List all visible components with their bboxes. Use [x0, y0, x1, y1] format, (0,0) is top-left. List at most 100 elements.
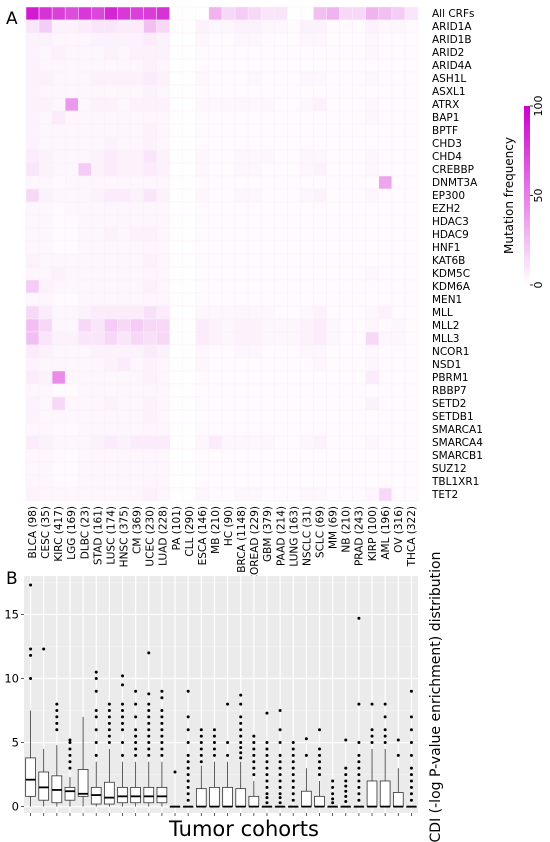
- heatmap-cell: [300, 422, 314, 437]
- outlier-point: [265, 796, 269, 800]
- heatmap-cell: [38, 6, 53, 21]
- heatmap-cell: [143, 474, 157, 489]
- heatmap-cell: [25, 292, 40, 307]
- outlier-point: [160, 709, 164, 713]
- heatmap-cell: [169, 19, 184, 34]
- heatmap-cell: [247, 474, 262, 489]
- heatmap-cell: [339, 409, 353, 424]
- heatmap-cell: [378, 71, 393, 86]
- heatmap-cell: [169, 136, 184, 151]
- outlier-point: [291, 760, 295, 764]
- outlier-point: [107, 741, 111, 745]
- heatmap-cell: [64, 84, 79, 99]
- heatmap-cell: [78, 84, 92, 99]
- heatmap-cell: [247, 396, 262, 411]
- heatmap-cell: [104, 357, 118, 372]
- heatmap-cell: [300, 149, 314, 164]
- outlier-point: [357, 753, 361, 757]
- outlier-point: [239, 715, 243, 719]
- heatmap-cell: [169, 318, 184, 333]
- heatmap-cell: [156, 344, 170, 359]
- heatmap-cell: [274, 357, 288, 372]
- y-tick-label: 10: [4, 671, 19, 685]
- heatmap-cell: [195, 409, 210, 424]
- heatmap-cell: [274, 32, 288, 47]
- outlier-point: [107, 715, 111, 719]
- heatmap-cell: [287, 19, 301, 34]
- heatmap-cell: [130, 123, 144, 138]
- heatmap-cell: [404, 58, 419, 73]
- heatmap-cell: [326, 97, 340, 112]
- heatmap-cell: [404, 45, 419, 60]
- heatmap-cell: [195, 396, 210, 411]
- heatmap-cell: [260, 305, 275, 320]
- outlier-point: [68, 747, 72, 751]
- heatmap-cell: [156, 188, 170, 203]
- heatmap-cell: [104, 162, 118, 177]
- heatmap-cell: [352, 292, 366, 307]
- heatmap-cell: [247, 253, 262, 268]
- heatmap-cell: [156, 383, 170, 398]
- heatmap-cell: [104, 279, 118, 294]
- heatmap-cell: [326, 201, 340, 216]
- heatmap-cell: [104, 214, 118, 229]
- outlier-point: [186, 785, 190, 789]
- heatmap-cell: [117, 461, 131, 476]
- heatmap-cell: [64, 461, 79, 476]
- heatmap-cell: [365, 6, 380, 21]
- heatmap-cell: [169, 383, 184, 398]
- heatmap-cell: [51, 461, 66, 476]
- heatmap-cell: [287, 240, 301, 255]
- heatmap-cell: [130, 201, 144, 216]
- heatmap-row-label: KDM6A: [432, 281, 471, 293]
- heatmap-cell: [64, 305, 79, 320]
- heatmap-cell: [64, 227, 79, 242]
- heatmap-cell: [378, 240, 393, 255]
- outlier-point: [121, 728, 124, 732]
- heatmap-cell: [208, 45, 223, 60]
- heatmap-cell: [378, 188, 393, 203]
- heatmap-cell: [117, 344, 131, 359]
- heatmap-cell: [169, 266, 184, 281]
- heatmap-column-label: CESC (35): [40, 506, 52, 559]
- heatmap-cell: [51, 448, 66, 463]
- heatmap-cell: [51, 201, 66, 216]
- heatmap-cell: [378, 6, 393, 21]
- heatmap-cell: [104, 201, 118, 216]
- heatmap-cell: [260, 344, 275, 359]
- outlier-point: [186, 753, 190, 757]
- heatmap-cell: [378, 97, 393, 112]
- heatmap-cell: [104, 240, 118, 255]
- heatmap-row-label: MEN1: [432, 294, 462, 306]
- heatmap-cell: [365, 331, 380, 346]
- box-6: [104, 702, 115, 807]
- heatmap-cell: [391, 149, 406, 164]
- heatmap-cell: [51, 175, 66, 190]
- heatmap-cell: [64, 188, 79, 203]
- heatmap-cell: [365, 71, 380, 86]
- outlier-point: [357, 785, 361, 789]
- heatmap-cell: [221, 240, 236, 255]
- outlier-point: [186, 773, 190, 777]
- outlier-point: [331, 792, 335, 796]
- heatmap-cell: [104, 422, 118, 437]
- box-11: [169, 770, 181, 808]
- heatmap-cell: [300, 435, 314, 450]
- y-tick-label: 15: [4, 607, 19, 621]
- heatmap-cell: [365, 175, 380, 190]
- heatmap-cell: [169, 188, 184, 203]
- heatmap-cell: [287, 97, 301, 112]
- heatmap: [25, 6, 419, 502]
- heatmap-cell: [156, 331, 170, 346]
- heatmap-cell: [169, 279, 184, 294]
- heatmap-cell: [234, 266, 249, 281]
- heatmap-cell: [313, 318, 327, 333]
- heatmap-cell: [38, 58, 53, 73]
- heatmap-cell: [64, 435, 79, 450]
- heatmap-column-label: LUSC (174): [105, 506, 117, 565]
- heatmap-cell: [117, 32, 131, 47]
- outlier-point: [160, 721, 164, 725]
- heatmap-cell: [391, 45, 406, 60]
- heatmap-row-label: EP300: [432, 190, 465, 202]
- heatmap-column-label: KIRC (417): [53, 506, 65, 562]
